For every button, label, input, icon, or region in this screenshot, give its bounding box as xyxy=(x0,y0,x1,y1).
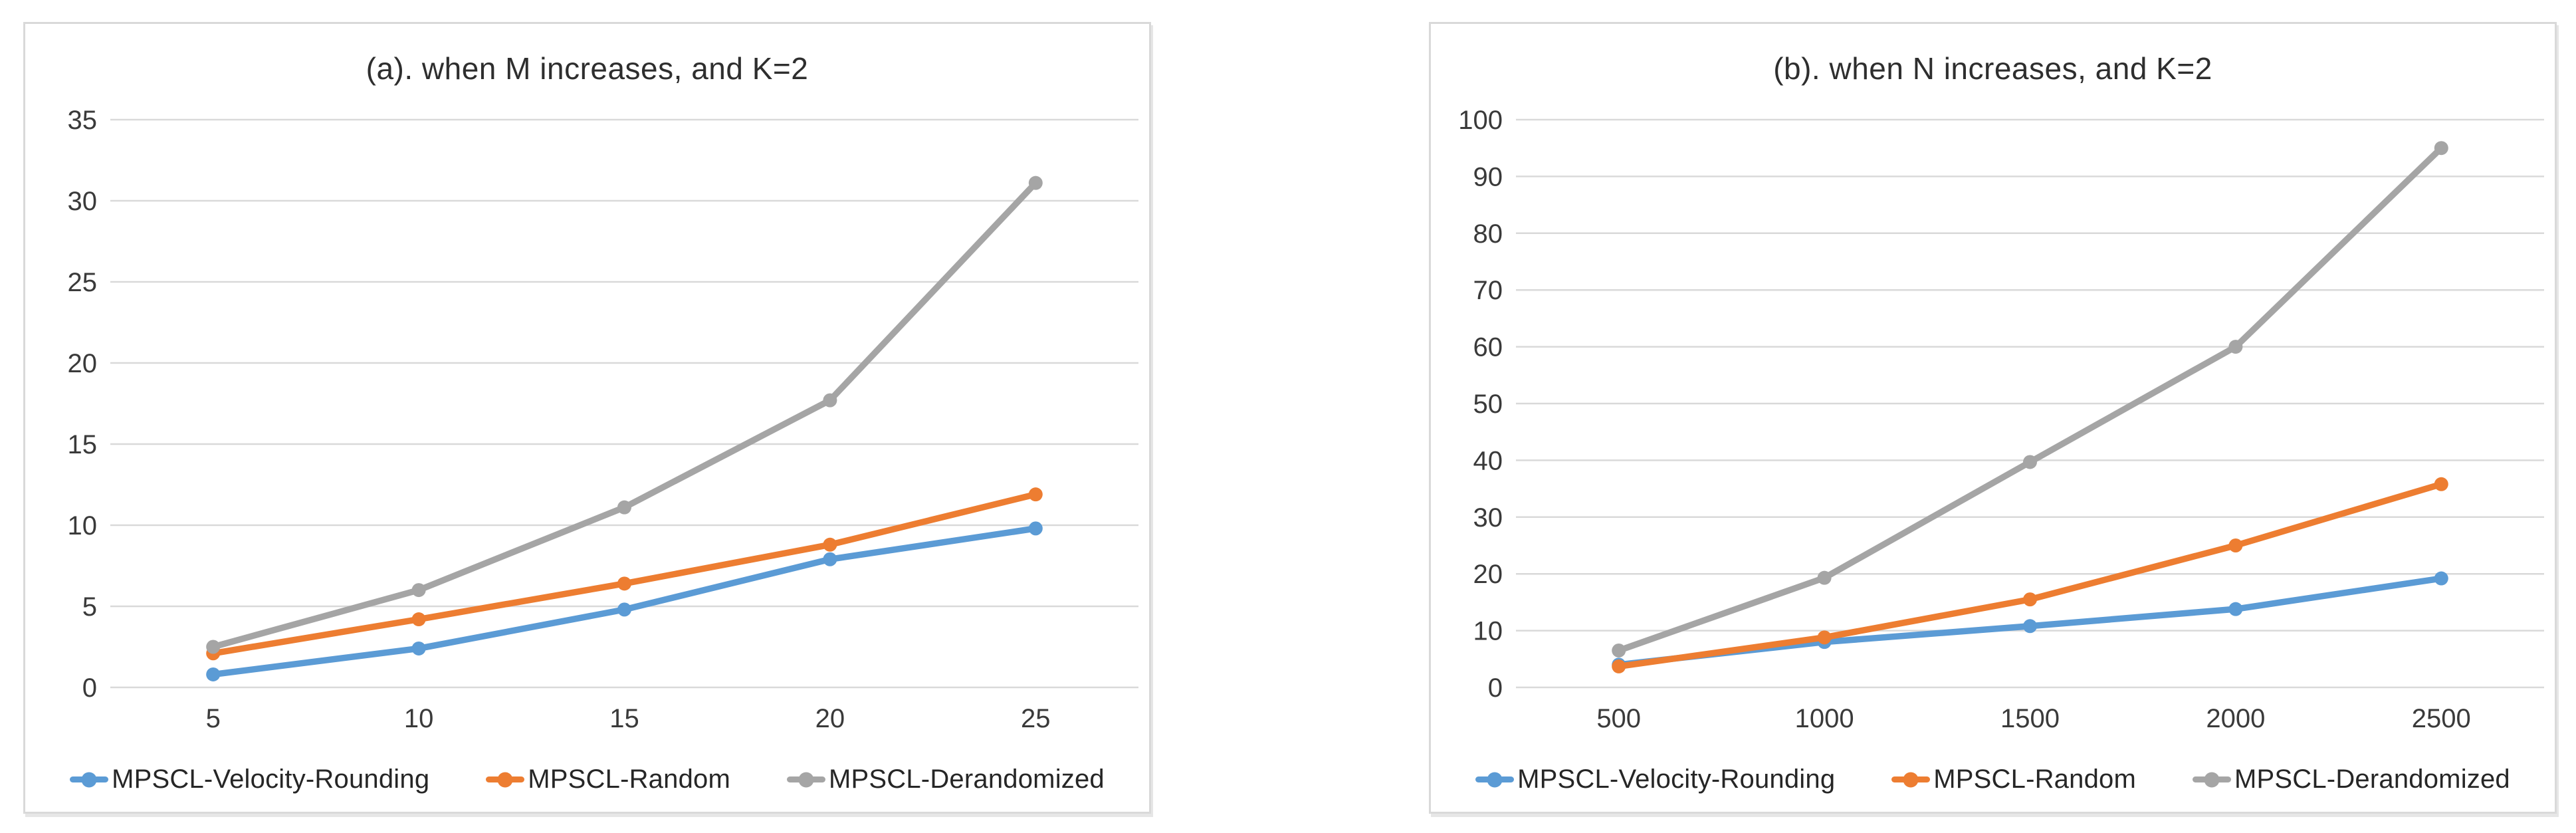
line-chart-a: 0 5 10 15 20 25 30 35 5 10 15 20 25 xyxy=(68,106,1138,733)
svg-text:1000: 1000 xyxy=(1795,704,1854,733)
svg-text:50: 50 xyxy=(1473,390,1503,419)
legend-item-derandomized: MPSCL-Derandomized xyxy=(787,765,1105,794)
legend-label: MPSCL-Velocity-Rounding xyxy=(1517,765,1836,794)
svg-text:2500: 2500 xyxy=(2412,704,2471,733)
legend-label: MPSCL-Random xyxy=(1933,765,2136,794)
svg-text:10: 10 xyxy=(68,511,98,540)
svg-text:20: 20 xyxy=(815,704,845,733)
legend-marker-random xyxy=(1891,772,1931,787)
svg-text:15: 15 xyxy=(68,430,98,459)
svg-text:30: 30 xyxy=(1473,503,1503,533)
legend-dot xyxy=(2204,772,2220,787)
legend-dot xyxy=(1903,772,1919,787)
svg-text:0: 0 xyxy=(82,673,97,703)
legend-dot xyxy=(81,772,97,787)
svg-text:2000: 2000 xyxy=(2206,704,2265,733)
svg-text:40: 40 xyxy=(1473,446,1503,475)
legend-marker-random xyxy=(486,772,525,787)
legend-marker-derandomized xyxy=(787,772,825,787)
legend-item-derandomized: MPSCL-Derandomized xyxy=(2193,765,2510,794)
svg-text:25: 25 xyxy=(1021,704,1051,733)
chart-panel-a: 0 5 10 15 20 25 30 35 5 10 15 20 25 (a). when M incr… xyxy=(23,22,1151,814)
legend-item-random: MPSCL-Random xyxy=(1891,765,2136,794)
svg-text:60: 60 xyxy=(1473,333,1503,362)
svg-text:70: 70 xyxy=(1473,276,1503,305)
svg-text:25: 25 xyxy=(68,268,98,297)
chart-a-legend: MPSCL-Velocity-Rounding MPSCL-Random MPS… xyxy=(25,765,1149,794)
legend-label: MPSCL-Velocity-Rounding xyxy=(112,765,430,794)
svg-text:5: 5 xyxy=(206,704,221,733)
svg-text:80: 80 xyxy=(1473,219,1503,249)
legend-item-random: MPSCL-Random xyxy=(486,765,730,794)
chart-b-legend: MPSCL-Velocity-Rounding MPSCL-Random MPS… xyxy=(1431,765,2555,794)
chart-panel-b: 0 10 20 30 40 50 60 70 80 90 100 500 1000 1500 2000 250… xyxy=(1429,22,2557,814)
chart-b-title: (b). when N increases, and K=2 xyxy=(1773,51,2212,86)
legend-item-velocity-rounding: MPSCL-Velocity-Rounding xyxy=(1475,765,1835,794)
chart-a-title: (a). when M increases, and K=2 xyxy=(366,51,809,86)
legend-dot xyxy=(1487,772,1503,787)
legend-dot xyxy=(497,772,513,787)
svg-text:20: 20 xyxy=(68,349,98,378)
svg-text:90: 90 xyxy=(1473,162,1503,191)
legend-item-velocity-rounding: MPSCL-Velocity-Rounding xyxy=(70,765,429,794)
svg-text:35: 35 xyxy=(68,106,98,135)
svg-text:0: 0 xyxy=(1488,673,1503,703)
legend-label: MPSCL-Derandomized xyxy=(829,765,1105,794)
legend-marker-velocity-rounding xyxy=(1475,772,1515,787)
legend-dot xyxy=(798,772,814,787)
svg-text:1500: 1500 xyxy=(2000,704,2060,733)
legend-marker-derandomized xyxy=(2193,772,2231,787)
legend-marker-velocity-rounding xyxy=(70,772,109,787)
svg-text:100: 100 xyxy=(1458,106,1503,135)
svg-text:500: 500 xyxy=(1596,704,1641,733)
legend-label: MPSCL-Random xyxy=(528,765,730,794)
svg-text:15: 15 xyxy=(609,704,639,733)
svg-text:20: 20 xyxy=(1473,560,1503,589)
line-chart-b: 0 10 20 30 40 50 60 70 80 90 100 500 1000 1500 2000 250… xyxy=(1458,106,2544,733)
legend-label: MPSCL-Derandomized xyxy=(2234,765,2510,794)
svg-text:10: 10 xyxy=(1473,617,1503,646)
svg-text:10: 10 xyxy=(404,704,434,733)
svg-text:5: 5 xyxy=(82,592,97,622)
svg-text:30: 30 xyxy=(68,187,98,216)
